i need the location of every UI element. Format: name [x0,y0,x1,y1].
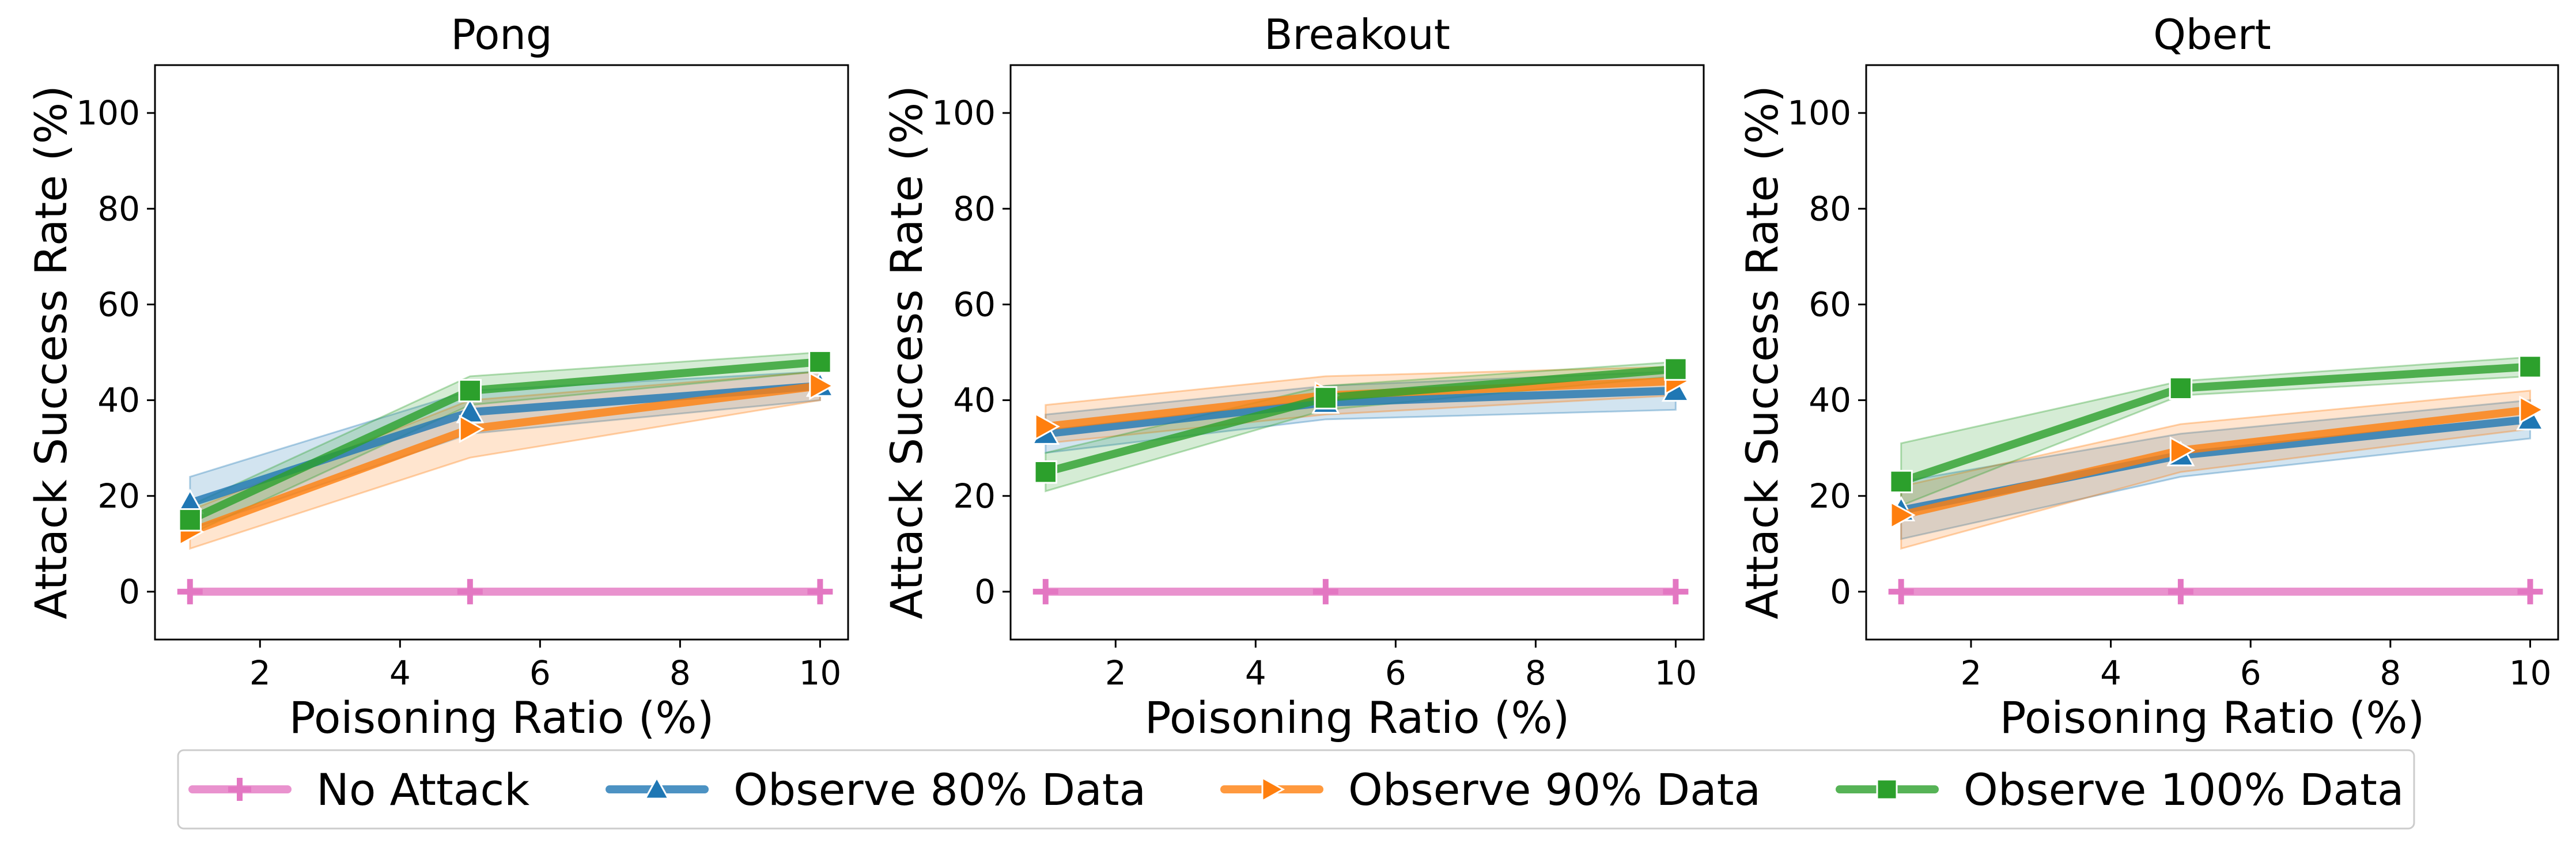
data-point-no-attack [1032,578,1058,604]
y-axis-label: Attack Success Rate (%) [881,85,932,619]
plot-frame [1865,64,2559,641]
data-point-observe-100-data [808,350,832,374]
chart-panel-qbert: Qbert 0 20 40 60 80 100 2 4 6 8 10 Poisoning Ratio (… [1737,10,2559,743]
legend-label: Observe 90% Data [1348,764,1761,815]
data-point-observe-100-data [1314,386,1338,410]
y-tick-label: 100 [932,93,996,133]
x-tick-label: 2 [1105,653,1126,693]
legend-item-observe-90-data: Observe 90% Data [1220,764,1761,815]
y-tick-label: 40 [1809,381,1851,420]
y-tick-label: 0 [974,572,996,611]
chart-panel-pong: Pong 0 20 40 60 80 100 2 4 6 8 10 Poisoning Ratio (%… [25,10,849,743]
y-tick-label: 60 [1809,285,1851,324]
chart-panel-breakout: Breakout 0 20 40 60 80 100 2 4 6 8 10 Poisoning Rati… [881,10,1705,743]
legend-marker [228,778,251,801]
data-point-observe-90-data [2519,395,2545,424]
plot-frame [1009,64,1705,641]
x-tick-label: 8 [669,653,691,693]
data-point-no-attack [1888,578,1914,604]
chart-title: Pong [451,10,552,59]
data-point-no-attack [1663,578,1689,604]
data-point-no-attack [2517,578,2543,604]
y-axis-label: Attack Success Rate (%) [1737,85,1788,619]
legend-marker [1261,776,1285,803]
x-axis-label: Poisoning Ratio (%) [289,692,714,743]
data-point-no-attack [457,578,483,604]
data-point-observe-100-data [1664,357,1688,381]
x-tick-label: 6 [1385,653,1406,693]
legend-item-observe-80-data: Observe 80% Data [606,764,1146,815]
x-tick-label: 2 [1961,653,1982,693]
data-point-observe-90-data [2169,436,2195,465]
x-tick-label: 2 [249,653,271,693]
legend-label: Observe 100% Data [1964,764,2404,815]
data-point-observe-90-data [1034,412,1060,441]
y-tick-label: 40 [953,381,996,420]
data-point-no-attack [2168,578,2193,604]
y-axis-label: Attack Success Rate (%) [25,85,77,619]
legend-item-observe-100-data: Observe 100% Data [1836,764,2404,815]
legend: No Attack Observe 80% Data Observe 90% Dat… [177,749,2415,830]
legend-marker [1876,778,1898,800]
data-point-observe-100-data [1889,470,1913,494]
x-tick-label: 6 [529,653,551,693]
x-tick-label: 10 [1654,653,1697,693]
data-point-observe-100-data [2169,376,2193,400]
legend-label: No Attack [316,764,529,815]
legend-label: Observe 80% Data [733,764,1146,815]
y-tick-label: 80 [1809,189,1851,228]
data-point-observe-100-data [2518,355,2542,379]
y-tick-label: 80 [97,189,140,228]
x-axis-label: Poisoning Ratio (%) [1145,692,1569,743]
x-tick-label: 8 [2380,653,2401,693]
data-point-no-attack [1312,578,1338,604]
data-point-observe-90-data [1890,501,1916,529]
x-tick-label: 8 [1525,653,1546,693]
y-tick-label: 60 [953,285,996,324]
legend-marker [644,776,670,800]
x-tick-label: 4 [1245,653,1266,693]
y-tick-label: 0 [1830,572,1851,611]
x-tick-label: 10 [2509,653,2552,693]
data-point-observe-100-data [458,379,482,403]
x-tick-label: 10 [799,653,841,693]
x-axis-label: Poisoning Ratio (%) [2000,692,2424,743]
y-tick-label: 80 [953,189,996,228]
y-tick-label: 20 [1809,476,1851,516]
plot-frame [154,64,849,641]
chart-title: Breakout [1264,10,1450,59]
x-tick-label: 4 [2100,653,2121,693]
y-tick-label: 20 [97,476,140,516]
y-tick-label: 0 [119,572,140,611]
y-tick-label: 100 [1787,93,1851,133]
data-point-observe-90-data [809,372,835,400]
y-tick-label: 40 [97,381,140,420]
chart-title: Qbert [2153,10,2271,59]
data-point-observe-90-data [459,414,485,443]
legend-item-no-attack: No Attack [188,764,529,815]
data-point-observe-100-data [178,508,202,532]
data-point-observe-100-data [1034,460,1057,484]
y-tick-label: 60 [97,285,140,324]
data-point-no-attack [177,578,203,604]
y-tick-label: 100 [76,93,140,133]
x-tick-label: 4 [389,653,411,693]
x-tick-label: 6 [2240,653,2261,693]
y-tick-label: 20 [953,476,996,516]
data-point-no-attack [807,578,833,604]
